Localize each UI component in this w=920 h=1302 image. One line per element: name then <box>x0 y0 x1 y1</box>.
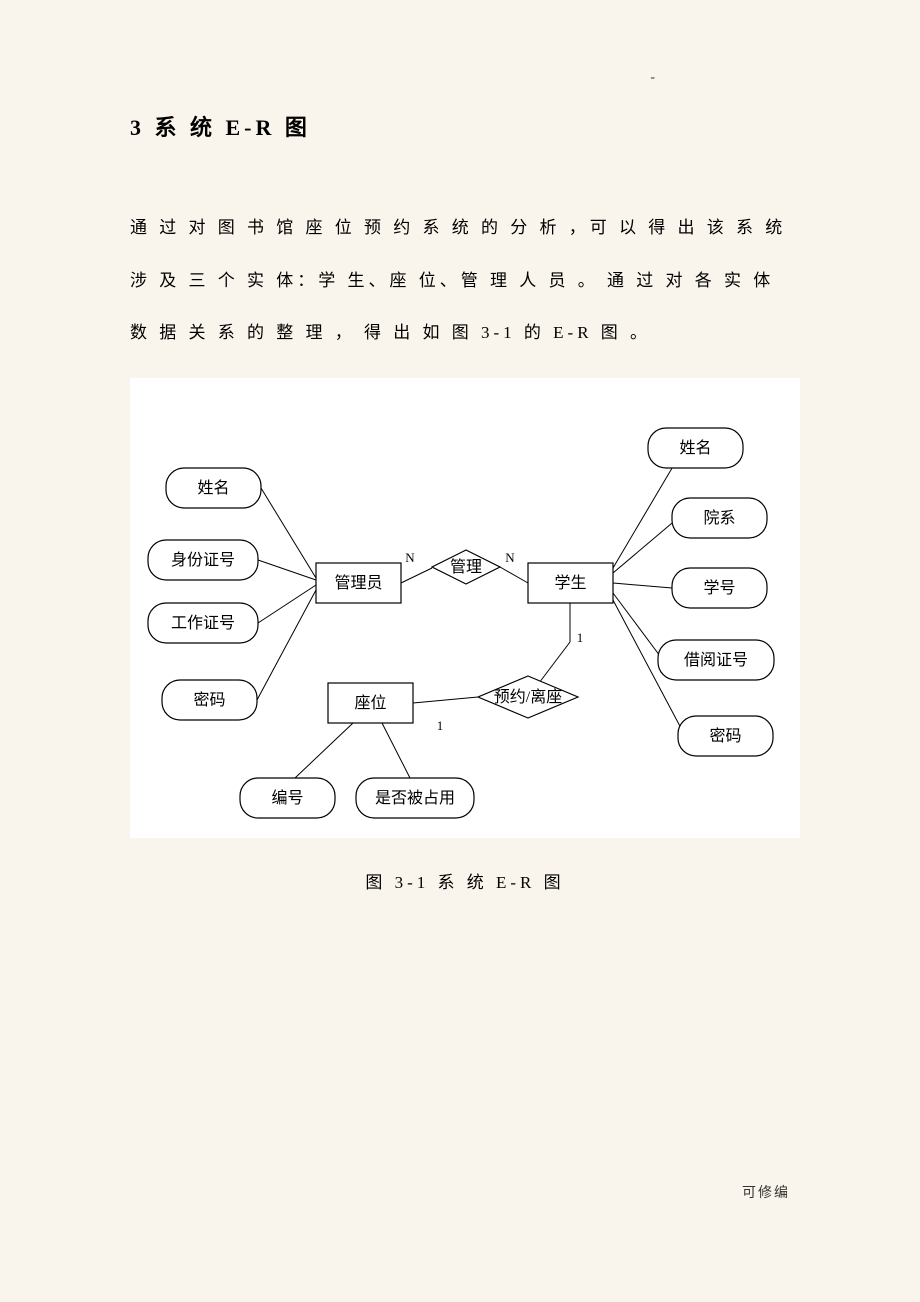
svg-text:院系: 院系 <box>703 509 735 527</box>
section-heading: 3 系 统 E-R 图 <box>130 110 800 142</box>
svg-text:学生: 学生 <box>554 574 586 592</box>
er-diagram: 姓名身份证号工作证号密码 姓名院系学号借阅证号密码编号 是否被占用 管理员 学生座位 管理… <box>130 378 800 838</box>
svg-text:密码: 密码 <box>709 727 741 745</box>
svg-text:管理员: 管理员 <box>334 574 382 592</box>
svg-text:密码: 密码 <box>193 691 225 709</box>
svg-text:管理: 管理 <box>450 558 482 576</box>
svg-text:座位: 座位 <box>354 694 386 712</box>
svg-text:1: 1 <box>577 630 584 645</box>
svg-text:预约/离座: 预约/离座 <box>494 688 562 706</box>
page: - 3 系 统 E-R 图 通 过 对 图 书 馆 座 位 预 约 系 统 的 … <box>0 0 920 1302</box>
body-paragraph: 通 过 对 图 书 馆 座 位 预 约 系 统 的 分 析 ，可 以 得 出 该… <box>130 202 800 360</box>
svg-text:N: N <box>505 550 515 565</box>
svg-text:学号: 学号 <box>703 579 735 597</box>
svg-text:身份证号: 身份证号 <box>171 551 235 569</box>
figure-caption: 图 3-1 系 统 E-R 图 <box>130 868 800 893</box>
svg-text:编号: 编号 <box>271 789 303 807</box>
svg-text:工作证号: 工作证号 <box>171 614 235 632</box>
er-diagram-svg: 姓名身份证号工作证号密码 姓名院系学号借阅证号密码编号 是否被占用 管理员 学生座位 管理… <box>130 378 800 838</box>
svg-text:1: 1 <box>437 718 444 733</box>
svg-text:N: N <box>405 550 415 565</box>
svg-text:是否被占用: 是否被占用 <box>375 789 455 807</box>
svg-text:姓名: 姓名 <box>679 439 711 457</box>
top-mark: - <box>650 70 655 86</box>
svg-text:姓名: 姓名 <box>197 479 229 497</box>
svg-text:借阅证号: 借阅证号 <box>684 651 748 669</box>
footer-text: 可修编 <box>742 1182 790 1202</box>
